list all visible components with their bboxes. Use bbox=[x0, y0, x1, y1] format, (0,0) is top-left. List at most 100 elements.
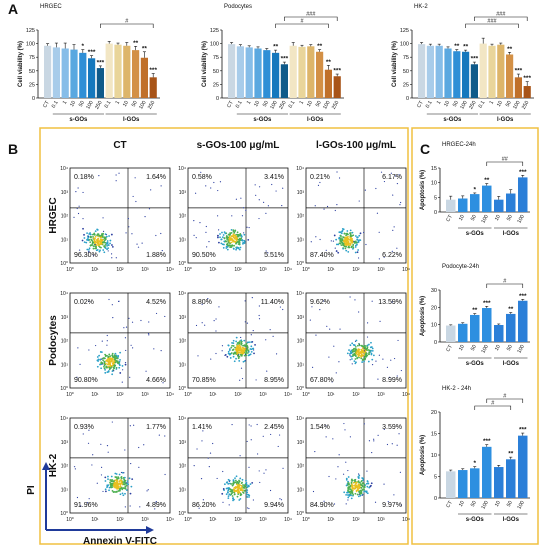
scatter-point bbox=[357, 473, 360, 475]
category-label: CT bbox=[226, 99, 235, 109]
scatter-point bbox=[249, 483, 252, 486]
y-tick-label: 10⁰ bbox=[178, 261, 186, 267]
scatter-points bbox=[195, 297, 284, 381]
scatter-point bbox=[221, 345, 224, 347]
scatter-point bbox=[354, 354, 357, 357]
bar bbox=[494, 467, 504, 498]
scatter-point bbox=[225, 247, 228, 249]
scatter-point bbox=[232, 247, 235, 250]
scatter-point bbox=[213, 181, 215, 184]
scatter-point bbox=[117, 490, 120, 492]
scatter-point bbox=[218, 241, 220, 244]
bar bbox=[245, 47, 253, 98]
scatter-point bbox=[362, 477, 365, 480]
scatter-point bbox=[238, 481, 240, 483]
scatter-point bbox=[105, 365, 108, 368]
quadrant-upper-right: 1.77% bbox=[146, 424, 166, 431]
y-tick-label: 125 bbox=[210, 28, 219, 34]
scatter-point bbox=[130, 344, 132, 346]
scatter-point bbox=[353, 352, 356, 355]
scatter-point bbox=[128, 226, 130, 228]
scatter-point bbox=[193, 465, 195, 467]
scatter-point bbox=[216, 215, 219, 217]
scatter-point bbox=[365, 352, 367, 355]
bar bbox=[446, 199, 456, 212]
significance-stars: *** bbox=[281, 56, 289, 63]
bracket-label: ## bbox=[502, 157, 509, 163]
scatter-point bbox=[265, 250, 267, 252]
scatter-point bbox=[103, 367, 106, 370]
scatter-point bbox=[115, 476, 118, 479]
scatter-point bbox=[396, 444, 398, 446]
category-label: 100 bbox=[516, 214, 526, 225]
scatter-point bbox=[250, 345, 253, 348]
scatter-point bbox=[265, 469, 267, 471]
flow-plot bbox=[69, 292, 171, 389]
scatter-point bbox=[353, 240, 355, 243]
scatter-point bbox=[100, 443, 102, 445]
scatter-point bbox=[124, 363, 127, 366]
scatter-point bbox=[358, 234, 361, 237]
scatter-point bbox=[117, 355, 119, 358]
scatter-point bbox=[110, 360, 113, 363]
scatter-point bbox=[105, 490, 107, 493]
scatter-point bbox=[111, 479, 114, 481]
scatter-point bbox=[240, 234, 243, 237]
x-tick-label: 10⁰ bbox=[184, 517, 192, 523]
category-label: CT bbox=[416, 99, 425, 109]
scatter-point bbox=[244, 359, 247, 362]
scatter-point bbox=[371, 300, 373, 302]
scatter-point bbox=[374, 501, 377, 503]
scatter-point bbox=[358, 484, 361, 487]
scatter-point bbox=[213, 320, 215, 322]
x-tick-label: 10³ bbox=[377, 267, 385, 273]
scatter-point bbox=[373, 438, 375, 440]
scatter-point bbox=[232, 482, 234, 485]
y-tick-label: 5 bbox=[434, 475, 437, 481]
scatter-point bbox=[111, 364, 114, 367]
x-tick-label: 10³ bbox=[259, 392, 267, 398]
quadrant-lower-left: 70.85% bbox=[192, 377, 216, 384]
scatter-point bbox=[363, 350, 366, 352]
scatter-point bbox=[227, 239, 229, 241]
scatter-point bbox=[100, 474, 103, 476]
category-label: 50 bbox=[506, 214, 514, 222]
scatter-point bbox=[109, 239, 112, 242]
scatter-point bbox=[125, 489, 128, 491]
scatter-point bbox=[231, 495, 234, 497]
scatter-points bbox=[76, 298, 166, 384]
bracket-label: ### bbox=[496, 12, 506, 18]
scatter-point bbox=[108, 298, 110, 301]
scatter-point bbox=[160, 185, 162, 187]
scatter-point bbox=[139, 506, 141, 508]
scatter-point bbox=[138, 446, 140, 449]
scatter-point bbox=[235, 241, 238, 244]
scatter-point bbox=[98, 175, 100, 177]
scatter-point bbox=[107, 250, 109, 252]
scatter-point bbox=[357, 495, 360, 498]
scatter-point bbox=[218, 306, 220, 308]
scatter-point bbox=[238, 490, 240, 493]
group-label: s-GOs bbox=[443, 117, 462, 123]
group-label: s-GOs bbox=[466, 361, 485, 367]
scatter-point bbox=[114, 483, 117, 485]
scatter-point bbox=[346, 494, 349, 496]
y-tick-label: 10¹ bbox=[297, 362, 305, 368]
bar bbox=[470, 468, 480, 498]
scatter-point bbox=[221, 236, 224, 238]
scatter-point bbox=[278, 434, 281, 436]
row-label: HRGEC bbox=[48, 197, 59, 233]
scatter-point bbox=[345, 249, 348, 252]
scatter-point bbox=[223, 240, 226, 243]
scatter-point bbox=[378, 258, 380, 260]
scatter-point bbox=[100, 236, 103, 239]
scatter-point bbox=[340, 235, 342, 238]
scatter-point bbox=[119, 358, 121, 361]
scatter-point bbox=[346, 239, 349, 242]
annexin-axis-label: Annexin V-FITC bbox=[83, 536, 157, 547]
scatter-point bbox=[143, 444, 145, 446]
scatter-point bbox=[237, 482, 240, 485]
scatter-point bbox=[340, 231, 342, 233]
scatter-point bbox=[366, 322, 369, 324]
scatter-point bbox=[86, 248, 89, 251]
